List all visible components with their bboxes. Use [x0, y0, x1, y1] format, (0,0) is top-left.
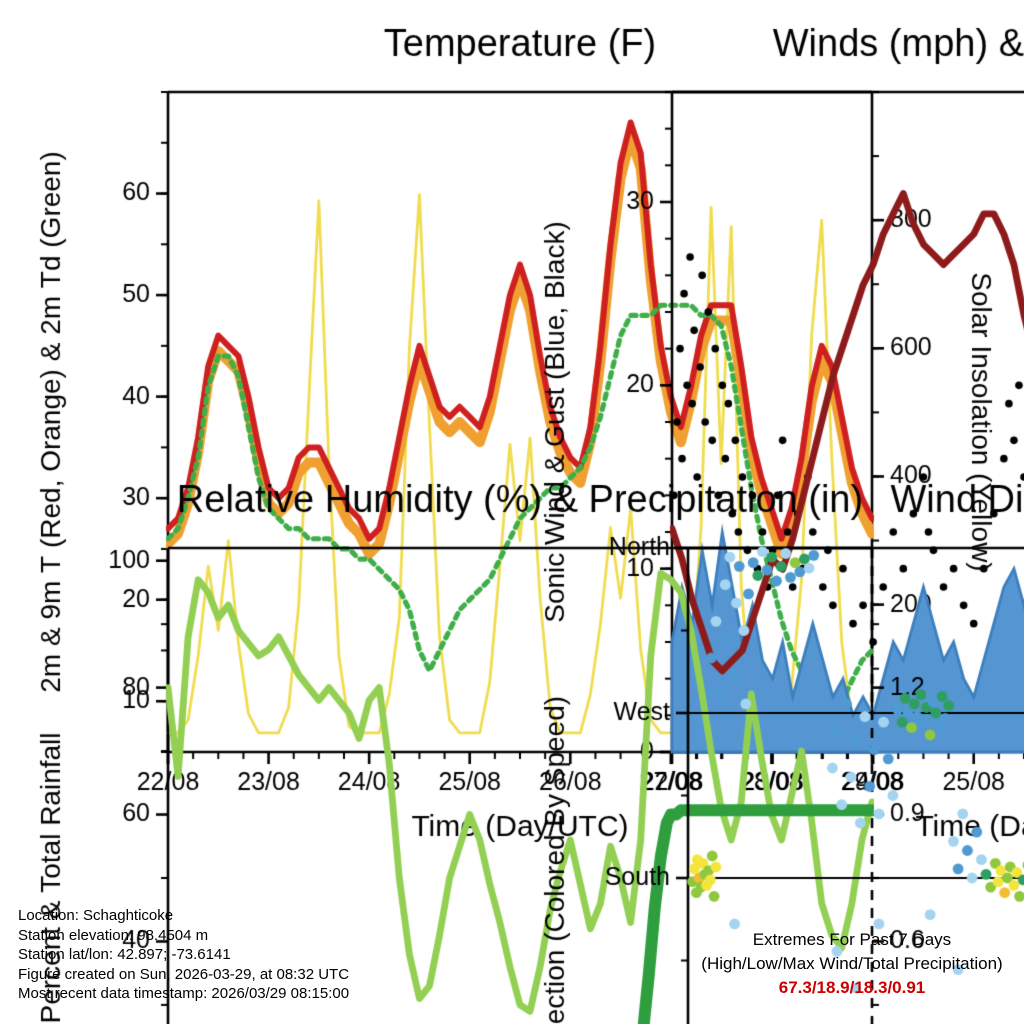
footer-latlon: Station lat/lon: 42.897; -73.6141: [18, 946, 231, 963]
extremes-block: Extremes For Past 7 Days (High/Low/Max W…: [682, 928, 1022, 1000]
footer-elevation: Station elevation: 98.4504 m: [18, 926, 209, 944]
extremes-values: 67.3/18.9/18.3/0.91: [778, 978, 926, 997]
footer-created: Figure created on Sun, 2026-03-29, at 08…: [18, 965, 350, 983]
extremes-subtitle: (High/Low/Max Wind/Total Precipitation): [701, 954, 1003, 973]
station-footer: Location: Schaghticoke Station elevation…: [18, 906, 349, 1004]
extremes-title: Extremes For Past 7 Days: [752, 930, 952, 949]
footer-timestamp: Most recent data timestamp: 2026/03/29 0…: [18, 985, 350, 1002]
wind-direction-chart: [512, 460, 1024, 1024]
footer-location: Location: Schaghticoke: [18, 907, 174, 924]
